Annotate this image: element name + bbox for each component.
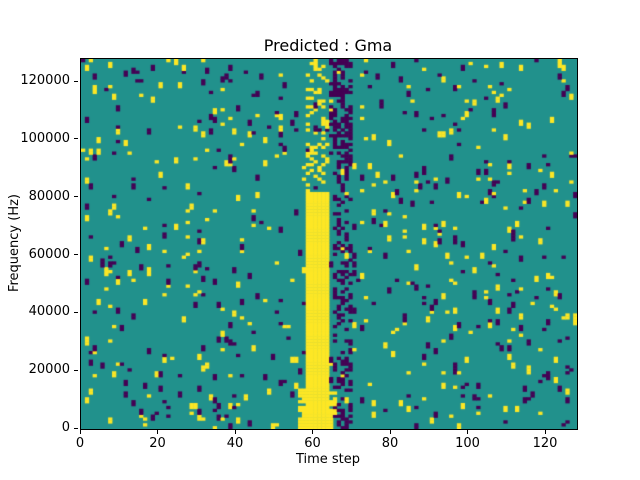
y-tick-mark bbox=[74, 254, 78, 256]
x-tick-mark bbox=[79, 430, 81, 434]
heatmap-canvas bbox=[81, 59, 577, 429]
x-tick-mark bbox=[544, 430, 546, 434]
y-tick-label: 60000 bbox=[28, 246, 70, 262]
y-axis-label: Frequency (Hz) bbox=[7, 193, 22, 293]
y-tick-mark bbox=[74, 369, 78, 371]
x-tick-mark bbox=[467, 430, 468, 434]
y-tick-label: 80000 bbox=[28, 188, 70, 204]
x-axis-label: Time step bbox=[295, 452, 361, 467]
x-tick-mark bbox=[234, 430, 236, 434]
y-tick-label: 20000 bbox=[28, 362, 70, 378]
x-tick-label: 40 bbox=[226, 436, 244, 451]
x-tick-mark bbox=[389, 430, 391, 434]
y-tick-mark bbox=[74, 311, 78, 313]
x-tick-label: 60 bbox=[304, 436, 321, 451]
chart-title: Predicted : Gma bbox=[263, 36, 393, 55]
y-tick-label: 0 bbox=[61, 420, 70, 435]
y-tick-mark bbox=[74, 138, 78, 140]
y-tick-mark bbox=[74, 427, 78, 429]
x-tick-mark bbox=[157, 430, 158, 434]
x-tick-label: 20 bbox=[149, 436, 166, 451]
y-tick-label: 100000 bbox=[20, 130, 70, 146]
y-tick-mark bbox=[74, 80, 78, 82]
plot-area bbox=[80, 58, 578, 430]
y-tick-label: 120000 bbox=[20, 73, 70, 89]
y-tick-label: 40000 bbox=[28, 304, 70, 320]
x-tick-label: 0 bbox=[75, 436, 85, 451]
x-tick-label: 120 bbox=[532, 436, 558, 451]
x-tick-label: 100 bbox=[455, 436, 480, 451]
x-tick-label: 80 bbox=[381, 436, 399, 451]
y-tick-mark bbox=[74, 196, 78, 198]
x-tick-mark bbox=[312, 430, 313, 434]
